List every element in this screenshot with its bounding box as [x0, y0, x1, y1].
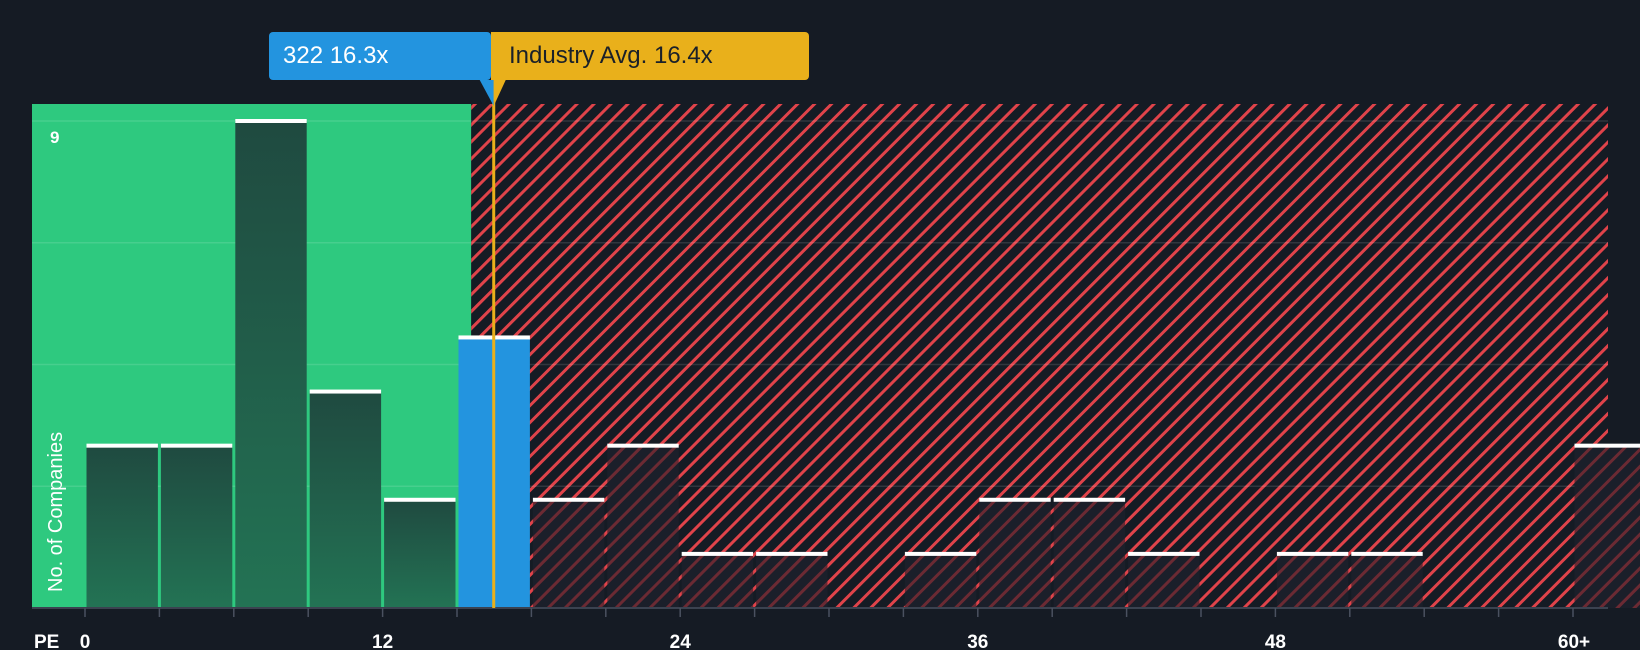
- histogram-bar[interactable]: [532, 499, 605, 608]
- bar-cap: [904, 551, 977, 556]
- bar-cap: [1574, 443, 1640, 448]
- histogram-bar[interactable]: [384, 499, 456, 608]
- bar-cap: [235, 119, 307, 123]
- y-axis-title: No. of Companies: [45, 432, 67, 592]
- bar-cap: [1276, 551, 1349, 556]
- x-tick-label: 24: [670, 632, 692, 650]
- histogram-bar[interactable]: [756, 553, 828, 608]
- x-axis-title: PE: [34, 632, 59, 650]
- histogram-bar[interactable]: [1053, 499, 1126, 608]
- industry-average-label: Industry Avg. 16.4x: [491, 32, 809, 80]
- bar-cap: [532, 497, 605, 502]
- bar-cap: [756, 551, 828, 556]
- x-tick-label: 36: [967, 632, 988, 650]
- company-label-pointer: [479, 80, 494, 106]
- bar-cap: [979, 497, 1051, 502]
- bar-cap: [1351, 551, 1423, 556]
- histogram-bar[interactable]: [1351, 553, 1423, 608]
- histogram-bar[interactable]: [160, 445, 233, 608]
- x-tick-label: 0: [80, 632, 91, 650]
- bar-cap: [607, 443, 679, 448]
- bar-cap: [681, 551, 754, 556]
- bar-cap: [1053, 497, 1126, 502]
- histogram-bar[interactable]: [1574, 445, 1640, 608]
- histogram-bar[interactable]: [1128, 553, 1200, 608]
- histogram-bar[interactable]: [681, 553, 754, 608]
- histogram-bar[interactable]: [1276, 553, 1349, 608]
- histogram-bar[interactable]: [607, 445, 679, 608]
- y-max-label: 9: [50, 128, 59, 147]
- histogram-bar[interactable]: [904, 553, 977, 608]
- bar-cap: [384, 497, 456, 502]
- histogram-bar[interactable]: [235, 121, 307, 608]
- bar-cap: [86, 443, 158, 448]
- bar-cap: [309, 389, 382, 394]
- x-tick-label: 48: [1265, 632, 1286, 650]
- histogram-bar[interactable]: [309, 391, 382, 608]
- bar-cap: [1128, 551, 1200, 556]
- histogram-bar[interactable]: [979, 499, 1051, 608]
- industry-label-pointer: [493, 80, 506, 106]
- x-tick-label: 60+: [1558, 632, 1590, 650]
- x-tick-label: 12: [372, 632, 393, 650]
- company-pe-label: 322 16.3x: [269, 32, 491, 80]
- histogram-bar[interactable]: [86, 445, 158, 608]
- bar-cap: [160, 443, 233, 448]
